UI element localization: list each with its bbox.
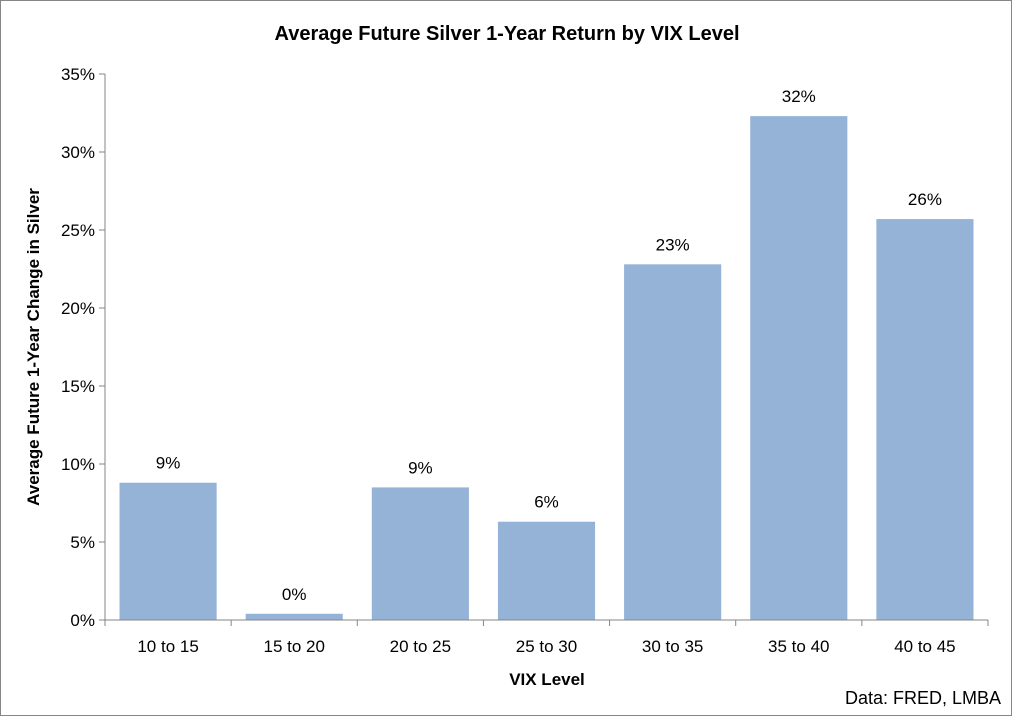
bar-40-to-45 <box>876 219 974 620</box>
y-tick-label: 5% <box>70 533 95 552</box>
source-note: Data: FRED, LMBA <box>845 688 1001 708</box>
y-tick-label: 10% <box>61 455 95 474</box>
axes-layer <box>99 73 989 626</box>
y-tick-label: 30% <box>61 143 95 162</box>
data-label: 23% <box>656 235 690 254</box>
x-tick-label: 35 to 40 <box>768 637 829 656</box>
bar-25-to-30 <box>497 521 596 620</box>
data-label: 9% <box>408 458 433 477</box>
y-tick-label: 0% <box>70 611 95 630</box>
bar-10-to-15 <box>119 482 217 620</box>
bars-layer <box>119 116 974 621</box>
x-tick-label: 30 to 35 <box>642 637 703 656</box>
data-label: 32% <box>782 87 816 106</box>
chart-title: Average Future Silver 1-Year Return by V… <box>275 23 740 45</box>
y-axis-title: Average Future 1-Year Change in Silver <box>24 188 43 506</box>
data-label: 6% <box>534 493 559 512</box>
x-tick-label: 10 to 15 <box>137 637 198 656</box>
labels-layer: 9% 10 to 15 0% 15 to 20 9% 20 to 25 6% 25 to 30… <box>61 65 956 656</box>
bar-20-to-25 <box>371 487 469 620</box>
y-tick-label: 35% <box>61 65 95 84</box>
y-tick-label: 15% <box>61 377 95 396</box>
data-label: 26% <box>908 190 942 209</box>
x-tick-label: 40 to 45 <box>894 637 955 656</box>
x-tick-label: 20 to 25 <box>390 637 451 656</box>
x-tick-label: 15 to 20 <box>263 637 324 656</box>
y-tick-label: 25% <box>61 221 95 240</box>
x-tick-label: 25 to 30 <box>516 637 577 656</box>
bar-15-to-20 <box>245 613 343 620</box>
y-tick-label: 20% <box>61 299 95 318</box>
data-label: 9% <box>156 454 181 473</box>
bar-35-to-40 <box>750 116 848 621</box>
data-label: 0% <box>282 585 307 604</box>
x-axis-title: VIX Level <box>509 670 585 689</box>
bar-30-to-35 <box>624 264 722 620</box>
